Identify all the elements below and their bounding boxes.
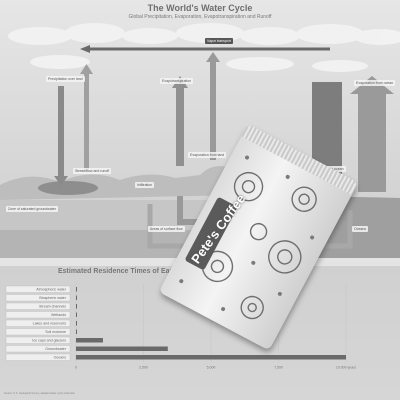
chart-tick-label: 10,000 years — [336, 366, 356, 370]
chart-row-label-box — [5, 345, 71, 353]
coffee-bag-body — [158, 124, 359, 351]
chart-row-label-box — [5, 311, 71, 319]
chart-bar — [76, 321, 77, 326]
label-evapotranspiration: Evapotranspiration — [160, 78, 194, 84]
chart-row-label-box — [5, 285, 71, 293]
chart-row-label-box — [5, 353, 71, 361]
chart-row-label: Lakes and reservoirs — [33, 322, 67, 326]
diagram-subtitle: Global Precipitation, Evaporation, Evapo… — [128, 14, 272, 20]
chart-tick-label: 0 — [75, 366, 77, 370]
chart-row-label: Oceans — [54, 356, 67, 360]
label-ocean: Oceans — [352, 226, 369, 232]
label-evaporation-ocean: Evaporation from ocean — [354, 80, 396, 86]
chart-bar — [76, 312, 77, 317]
chart-row-label-box — [5, 328, 71, 336]
chart-row-label-box — [5, 319, 71, 327]
chart-row-label: Soil moisture — [45, 330, 66, 334]
evaporation-ocean-arrow — [350, 76, 394, 192]
chart-row-label: Biospheric water — [39, 296, 66, 300]
chart-tick-label: 5,000 — [207, 366, 216, 370]
residence-time-chart: 0 2,500 5,000 7,500 10,000 years Atmospheric … — [5, 284, 356, 370]
land-surface — [0, 166, 240, 200]
chart-row-label-box — [5, 336, 71, 344]
label-infiltration: Infiltration — [135, 182, 155, 188]
chart-bar — [76, 329, 77, 334]
label-lake-runoff: Streamflow and runoff — [73, 168, 112, 174]
chart-bar — [76, 304, 77, 309]
label-precipitation-land: Precipitation over land — [46, 76, 85, 82]
chart-tick-label: 2,500 — [139, 366, 148, 370]
footer-source-note: Source: U.S. Geological Survey; adapted … — [4, 392, 75, 395]
chart-row-label-box — [5, 302, 71, 310]
precipitation-land-arrow — [54, 86, 68, 186]
label-vapor-transport: Vapor transport — [205, 38, 233, 44]
chart-row-label: Atmospheric water — [36, 288, 67, 292]
infiltration-arrow — [206, 52, 220, 160]
chart-tick-label: 7,500 — [274, 366, 283, 370]
chart-bar — [76, 346, 168, 351]
label-groundwater: Zone of saturated groundwater — [6, 206, 58, 212]
chart-bar — [76, 355, 346, 360]
chart-bar — [76, 287, 77, 292]
label-evaporation-land: Evaporation from land — [188, 152, 227, 158]
chart-row-label: Ice caps and glaciers — [32, 339, 66, 343]
label-surface-flow: Areas of surface flow — [148, 226, 185, 232]
coffee-bag-pattern — [179, 155, 317, 320]
lake — [38, 181, 98, 195]
chart-row-label: Stream channels — [39, 305, 66, 309]
chart-bar — [76, 338, 103, 343]
evapotranspiration-arrow — [172, 76, 188, 166]
residence-chart-title: Estimated Residence Times of Earth's Wat… — [58, 268, 244, 275]
diagram-title: The World's Water Cycle — [147, 3, 253, 13]
chart-bar — [76, 295, 77, 300]
chart-row-label: Wetlands — [51, 313, 66, 317]
cloud-band — [8, 23, 400, 72]
chart-row-label-box — [5, 294, 71, 302]
chart-row-label: Groundwater — [45, 347, 67, 351]
coffee-packet-overlay: Pete's Coffee — [158, 124, 359, 351]
evaporation-land-arrow — [80, 64, 93, 172]
